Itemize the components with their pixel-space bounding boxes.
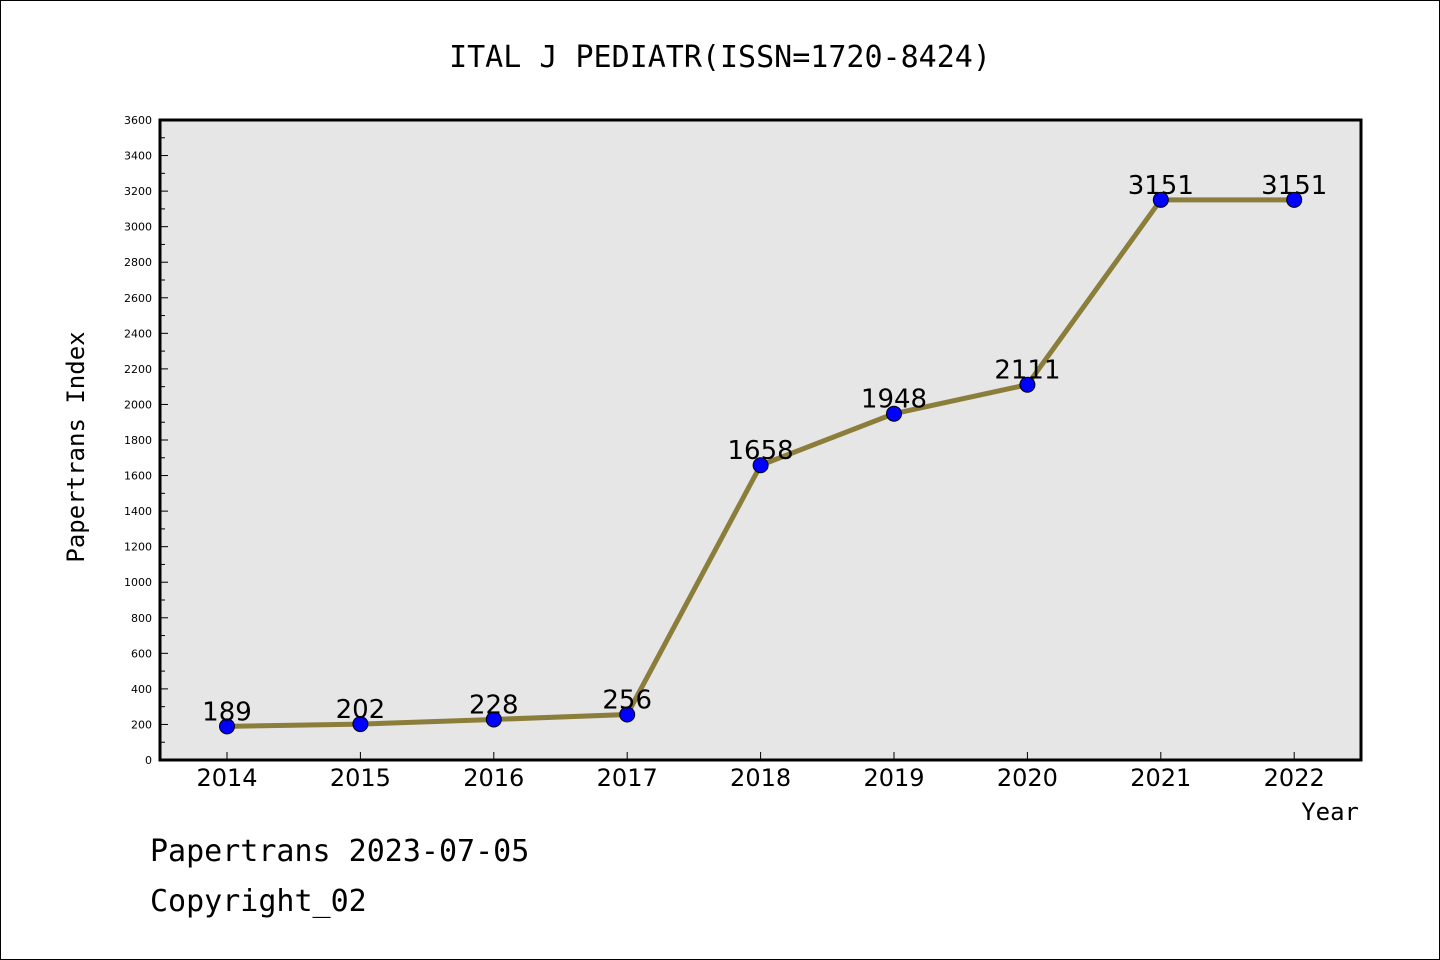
plot-area [158,118,1363,762]
data-point [886,405,902,422]
y-tick-label: 600 [131,647,152,660]
x-tick-label: 2021 [1130,764,1191,792]
x-tick-label: 2015 [330,764,391,792]
x-tick-label: 2019 [863,764,924,792]
data-point [619,706,636,723]
y-axis: 0 200 400 600 800 1000 1200 1400 1600 1800 2000 220… [124,114,168,767]
data-label: 1658 [728,436,794,466]
data-label: 3151 [1261,171,1327,201]
series-layer: 189 202 228 256 1658 1948 2111 3151 3151 [202,171,1327,735]
data-label: 202 [336,695,386,725]
y-tick-label: 2000 [124,398,152,411]
data-point [485,711,502,728]
footer-copyright: Copyright_02 [150,884,367,919]
y-tick-label: 3400 [124,150,152,163]
x-tick-label: 2016 [463,764,524,792]
x-tick-label: 2022 [1264,764,1325,792]
data-label: 1948 [861,385,927,415]
y-axis-label: Papertrans Index [62,331,90,562]
y-tick-label: 3600 [124,114,152,127]
y-tick-label: 2400 [124,327,152,340]
data-point [219,718,235,735]
data-point [352,716,369,733]
y-tick-label: 3200 [124,185,152,198]
data-label: 256 [602,685,652,715]
data-point [1152,191,1169,208]
data-point [1019,376,1036,393]
y-tick-label: 1200 [124,541,152,554]
y-tick-label: 1800 [124,434,152,447]
data-point [1286,191,1303,208]
y-tick-label: 1600 [124,470,152,483]
y-tick-label: 2600 [124,292,152,305]
y-tick-label: 1400 [124,505,152,518]
x-tick-label: 2018 [730,764,791,792]
data-point [752,457,769,474]
data-label: 2111 [994,356,1060,386]
x-tick-label: 2017 [597,764,658,792]
y-tick-label: 2800 [124,256,152,269]
data-label: 3151 [1128,171,1194,201]
y-tick-label: 1000 [124,576,152,589]
data-label: 189 [202,697,252,727]
y-tick-label: 3000 [124,221,152,234]
x-tick-label: 2014 [196,764,257,792]
x-tick-label: 2020 [997,764,1058,792]
y-tick-label: 800 [131,612,152,625]
x-axis-label: Year [1301,798,1359,826]
y-tick-label: 0 [145,754,152,767]
y-tick-label: 400 [131,683,152,696]
chart-title: ITAL J PEDIATR(ISSN=1720-8424) [449,40,991,75]
data-label: 228 [469,690,519,720]
y-tick-label: 200 [131,718,152,731]
x-axis: 2014 2015 2016 2017 2018 2019 2020 2021 2022 [196,752,1325,792]
y-tick-label: 2200 [124,363,152,376]
footer-date: Papertrans 2023-07-05 [150,834,530,869]
